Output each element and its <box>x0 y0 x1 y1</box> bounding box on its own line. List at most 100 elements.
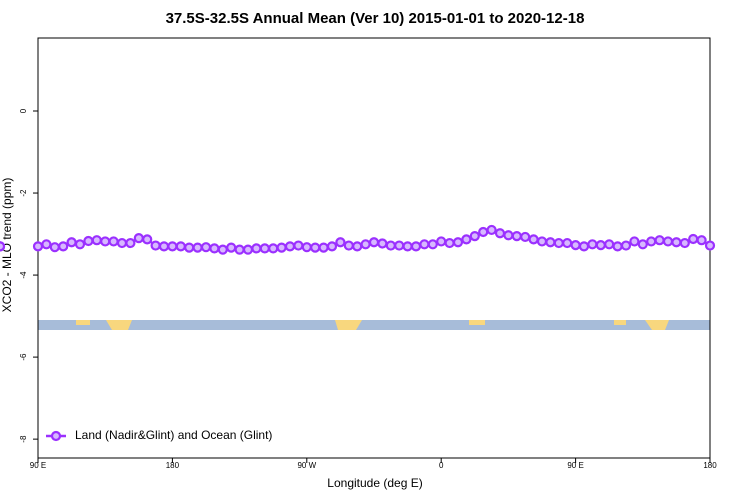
marker <box>688 233 699 245</box>
marker <box>150 240 161 251</box>
marker <box>83 235 94 247</box>
y-tick-label: 0 <box>19 108 28 113</box>
marker <box>646 236 657 247</box>
marker <box>301 242 312 253</box>
marker <box>486 224 497 236</box>
marker <box>612 241 623 252</box>
marker <box>503 230 514 241</box>
marker <box>74 239 86 250</box>
chart-title: 37.5S-32.5S Annual Mean (Ver 10) 2015-01… <box>166 10 585 27</box>
marker <box>629 236 640 247</box>
marker <box>545 237 556 248</box>
marker <box>167 241 178 252</box>
x-tick-label: 0 <box>439 461 444 470</box>
marker <box>394 240 405 251</box>
x-tick-label: 180 <box>703 461 717 470</box>
marker <box>570 240 581 251</box>
marker <box>671 237 682 248</box>
marker <box>66 237 77 248</box>
marker <box>175 241 186 252</box>
marker <box>251 243 262 254</box>
marker <box>410 241 422 252</box>
marker <box>528 234 539 245</box>
marker <box>343 240 354 251</box>
marker <box>217 244 228 255</box>
marker <box>116 237 128 249</box>
x-tick-label: 90 E <box>567 461 583 470</box>
marker <box>704 240 716 251</box>
marker <box>192 242 203 253</box>
marker <box>511 231 522 242</box>
map-strip <box>38 320 710 330</box>
x-tick-label: 90 E <box>30 461 46 470</box>
marker <box>100 236 111 247</box>
y-axis-label: XCO2 - MLO trend (ppm) <box>0 178 14 313</box>
marker <box>293 240 304 251</box>
marker <box>604 239 615 250</box>
marker <box>259 243 270 254</box>
marker <box>268 243 279 254</box>
marker <box>158 241 170 252</box>
marker <box>133 233 144 244</box>
marker <box>520 231 531 243</box>
marker <box>234 244 245 255</box>
marker <box>326 241 338 252</box>
marker <box>41 239 52 250</box>
marker <box>360 239 371 250</box>
marker <box>469 231 480 242</box>
marker <box>310 242 321 253</box>
marker <box>125 237 136 249</box>
marker <box>200 242 212 253</box>
marker <box>209 243 220 254</box>
marker <box>284 241 296 252</box>
marker <box>436 236 447 247</box>
marker <box>377 238 388 249</box>
marker <box>58 241 69 252</box>
marker <box>49 242 60 253</box>
legend-marker <box>50 430 62 442</box>
y-tick-label: -2 <box>19 189 28 197</box>
marker <box>368 237 380 248</box>
x-axis-label: Longitude (deg E) <box>327 476 422 490</box>
x-tick-label: 90 W <box>297 461 316 470</box>
marker <box>562 237 573 249</box>
marker <box>91 235 102 246</box>
marker <box>335 237 346 248</box>
marker <box>578 241 590 252</box>
marker <box>0 241 6 252</box>
marker <box>478 226 489 238</box>
marker <box>427 239 438 250</box>
marker <box>108 236 119 247</box>
legend-label: Land (Nadir&Glint) and Ocean (Glint) <box>75 428 272 442</box>
marker <box>595 240 606 251</box>
marker <box>662 236 674 247</box>
marker <box>385 240 396 251</box>
marker <box>553 237 564 249</box>
marker <box>452 237 464 248</box>
y-tick-label: -4 <box>19 271 28 279</box>
marker <box>419 239 430 250</box>
marker <box>654 235 665 246</box>
marker <box>318 242 329 253</box>
marker <box>461 234 472 245</box>
marker <box>276 242 287 253</box>
y-tick-label: -6 <box>19 353 28 361</box>
marker <box>587 239 598 250</box>
marker <box>402 241 413 252</box>
marker <box>494 228 506 239</box>
marker <box>352 241 363 252</box>
marker <box>184 242 195 253</box>
marker <box>226 242 237 253</box>
y-tick-label: -8 <box>19 435 28 443</box>
marker <box>620 240 632 251</box>
marker <box>696 235 707 246</box>
x-tick-label: 180 <box>166 461 180 470</box>
marker <box>242 244 254 255</box>
marker <box>142 234 153 245</box>
marker <box>637 239 648 250</box>
marker <box>679 237 690 249</box>
marker <box>536 236 548 247</box>
marker <box>32 241 44 252</box>
marker <box>444 237 455 249</box>
